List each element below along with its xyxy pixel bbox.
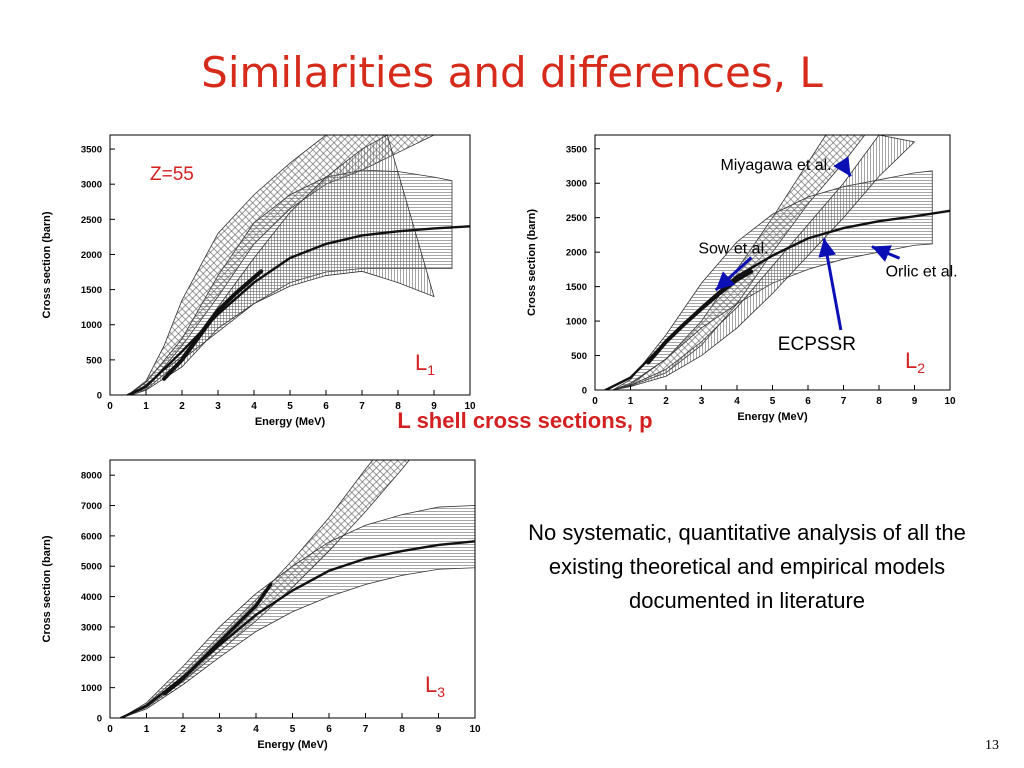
x-tick-label: 6 <box>805 396 811 407</box>
x-tick-label: 1 <box>143 401 149 412</box>
x-axis-label: Energy (MeV) <box>257 739 328 751</box>
y-tick-label: 8000 <box>81 471 102 482</box>
figure-caption: L shell cross sections, p <box>397 408 653 433</box>
x-tick-label: 0 <box>107 724 113 735</box>
x-tick-label: 9 <box>431 401 437 412</box>
x-tick-label: 5 <box>290 724 296 735</box>
plot-area <box>604 135 950 390</box>
model-arrow <box>833 156 852 178</box>
model-label: Sow et al. <box>698 241 768 258</box>
plot-area <box>119 460 475 718</box>
x-tick-label: 4 <box>251 401 257 412</box>
x-tick-label: 2 <box>180 724 186 735</box>
x-tick-label: 6 <box>323 401 329 412</box>
x-tick-label: 8 <box>399 724 405 735</box>
y-axis-label: Cross section (barn) <box>41 211 53 318</box>
model-label: Orlic et al. <box>886 263 958 280</box>
x-tick-label: 4 <box>734 396 740 407</box>
curve-sow-et-al- <box>163 582 273 696</box>
x-tick-label: 0 <box>107 401 113 412</box>
x-tick-label: 10 <box>944 396 956 407</box>
model-arrow <box>714 256 753 292</box>
x-tick-label: 7 <box>363 724 369 735</box>
chart-l1-cross-section: 0 1 2 3 4 5 6 7 8 9 10 0 500 1000 1500 2000 2500 3000 3500… <box>41 134 476 428</box>
x-tick-label: 10 <box>469 724 481 735</box>
y-tick-label: 3000 <box>81 622 102 633</box>
model-arrow <box>818 238 843 331</box>
x-tick-label: 4 <box>253 724 259 735</box>
uncertainty-band-vertical <box>612 135 916 390</box>
y-tick-label: 6000 <box>81 531 102 542</box>
x-axis-label: Energy (MeV) <box>737 411 808 423</box>
x-tick-label: 3 <box>215 401 221 412</box>
y-tick-label: 1000 <box>81 320 102 331</box>
y-tick-label: 2000 <box>566 248 587 259</box>
shell-label: L3 <box>425 672 445 700</box>
x-tick-label: 6 <box>326 724 332 735</box>
x-tick-label: 2 <box>663 396 669 407</box>
y-tick-label: 0 <box>582 386 587 397</box>
x-tick-label: 8 <box>876 396 882 407</box>
curve-ecpssr <box>126 225 470 395</box>
shell-label: L1 <box>415 350 435 378</box>
y-tick-label: 2500 <box>81 215 102 226</box>
y-tick-label: 3500 <box>566 144 587 155</box>
x-tick-label: 9 <box>436 724 442 735</box>
x-tick-label: 3 <box>699 396 705 407</box>
y-tick-label: 1000 <box>81 683 102 694</box>
curve-sow-et-al- <box>646 269 754 365</box>
y-tick-label: 1500 <box>81 285 102 296</box>
y-axis-label: Cross section (barn) <box>526 209 538 316</box>
x-tick-label: 7 <box>841 396 847 407</box>
uncertainty-band-vertical <box>131 135 435 395</box>
y-tick-label: 2500 <box>566 213 587 224</box>
y-tick-label: 0 <box>97 391 102 402</box>
y-tick-label: 3000 <box>81 180 102 191</box>
x-tick-label: 9 <box>912 396 918 407</box>
y-tick-label: 5000 <box>81 562 102 573</box>
x-tick-label: 1 <box>628 396 634 407</box>
plot-area <box>126 135 470 395</box>
x-tick-label: 8 <box>395 401 401 412</box>
y-tick-label: 0 <box>97 714 102 725</box>
y-tick-label: 1000 <box>566 317 587 328</box>
uncertainty-band-horizontal <box>120 505 475 718</box>
y-axis-label: Cross section (barn) <box>41 535 53 642</box>
model-label: ECPSSR <box>778 334 856 355</box>
conclusion-text: No systematic, quantitative analysis of … <box>528 520 966 613</box>
y-tick-label: 2000 <box>81 250 102 261</box>
y-tick-label: 2000 <box>81 653 102 664</box>
slide-title: Similarities and differences, L <box>201 48 823 97</box>
x-tick-label: 1 <box>144 724 150 735</box>
y-tick-label: 7000 <box>81 501 102 512</box>
chart-l3-cross-section: 0 1 2 3 4 5 6 7 8 9 10 0 1000 2000 3000 4000 5000 6000 700… <box>41 459 481 751</box>
x-tick-label: 7 <box>359 401 365 412</box>
chart-l2-cross-section: 0 1 2 3 4 5 6 7 8 9 10 0 500 1000 1500 2000 2500 3000 3500… <box>526 134 958 423</box>
y-tick-label: 1500 <box>566 282 587 293</box>
page-number: 13 <box>985 738 999 753</box>
x-tick-label: 2 <box>179 401 185 412</box>
x-tick-label: 5 <box>287 401 293 412</box>
y-tick-label: 500 <box>571 351 587 362</box>
shell-label: L2 <box>905 348 925 376</box>
y-tick-label: 3500 <box>81 145 102 156</box>
atomic-number-annotation: Z=55 <box>150 164 194 185</box>
y-tick-label: 3000 <box>566 179 587 190</box>
x-tick-label: 5 <box>770 396 776 407</box>
x-tick-label: 3 <box>217 724 223 735</box>
y-tick-label: 500 <box>86 355 102 366</box>
model-label: Miyagawa et al. <box>720 157 831 174</box>
y-tick-label: 4000 <box>81 592 102 603</box>
curve-sow-et-al- <box>162 269 264 381</box>
model-arrow <box>871 245 901 262</box>
x-tick-label: 0 <box>592 396 598 407</box>
x-axis-label: Energy (MeV) <box>255 416 326 428</box>
x-tick-label: 10 <box>464 401 476 412</box>
